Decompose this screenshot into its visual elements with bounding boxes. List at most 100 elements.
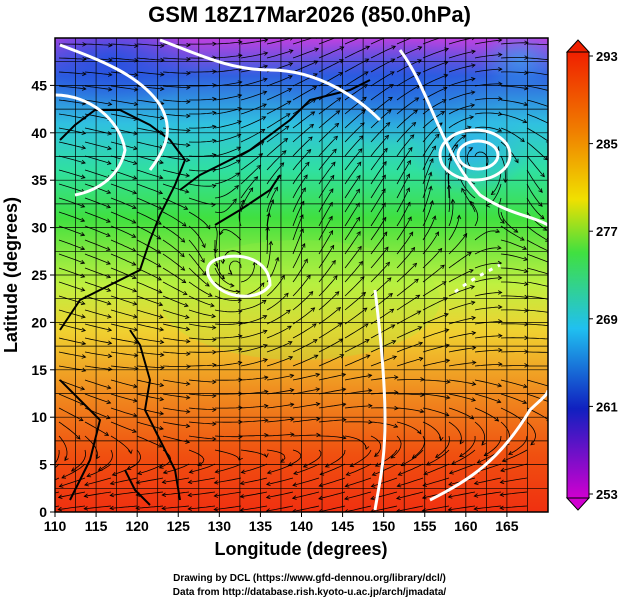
streamline [136,155,164,164]
streamline [240,376,268,381]
streamline-arrowhead [469,115,475,120]
streamline-arrowhead [291,495,297,500]
streamline-arrowhead [497,38,503,43]
streamline-arrowhead [520,236,525,241]
streamline [136,71,164,76]
streamline-arrowhead [211,184,217,189]
streamline [498,197,505,224]
streamline-arrowhead [444,328,450,333]
streamline-arrowhead [180,238,186,243]
streamline [222,250,242,264]
streamline [474,292,502,297]
streamline-arrowhead [84,482,89,487]
streamline-arrowhead [498,347,503,353]
streamline [500,225,525,241]
streamline [110,57,138,61]
streamline [86,463,112,477]
streamline [241,463,268,473]
streamline [214,225,218,253]
streamline-arrowhead [417,429,422,435]
streamline-arrowhead [389,308,395,313]
streamline-arrowhead [341,387,347,392]
streamline-arrowhead [523,384,528,389]
streamline-arrowhead [106,274,112,279]
streamline-arrowhead [159,339,165,345]
streamline-arrowhead [550,43,554,47]
streamline-arrowhead [261,299,267,305]
streamline [344,188,360,213]
streamline-arrowhead [80,300,86,306]
streamline-arrowhead [80,174,86,179]
streamline-arrowhead [303,174,308,180]
streamline [372,463,398,476]
streamline-arrowhead [448,470,454,475]
streamline-arrowhead [213,248,218,254]
streamline [98,449,113,471]
streamline [292,323,317,339]
streamline [318,72,343,87]
streamline-arrowhead [331,161,336,167]
streamline [500,113,527,123]
streamline-arrowhead [470,77,476,82]
streamline-arrowhead [185,381,191,386]
streamline [162,211,187,227]
streamline-arrowhead [315,416,321,422]
credit-data-source: Data from http://database.rish.kyoto-u.a… [172,587,447,598]
streamline-arrowhead [131,274,137,280]
streamline-arrowhead [313,354,319,359]
streamline-arrowhead [414,97,420,102]
streamline-arrowhead [83,493,89,498]
streamline-arrowhead [212,110,217,116]
streamline-arrowhead [132,301,138,306]
credit-drawing: Drawing by DCL (https://www.gfd-dennou.o… [173,573,446,584]
streamline-arrowhead [292,482,297,487]
streamline-arrowhead [160,365,165,370]
streamline-arrowhead [78,417,84,422]
streamline-arrowhead [470,300,476,306]
streamline-arrowhead [548,261,552,265]
streamline-arrowhead [409,134,415,139]
streamline [344,202,360,227]
streamline [162,491,190,496]
streamline [266,213,270,240]
x-tick-label: 130 [208,518,232,534]
streamline [449,463,476,474]
streamline [526,99,548,107]
streamline [266,403,294,409]
streamline [344,217,360,241]
streamline [55,463,60,469]
streamline-arrowhead [212,421,217,427]
streamline [370,324,395,339]
streamline-arrowhead [262,315,268,320]
streamline-arrowhead [128,449,133,455]
streamline [500,71,529,74]
streamline-arrowhead [339,46,345,51]
streamline-arrowhead [132,428,137,433]
colorbar-label: 277 [596,224,618,239]
streamline-arrowhead [500,467,505,473]
streamline-arrowhead [158,464,164,469]
streamline-arrowhead [361,109,366,114]
streamline-arrowhead [132,288,138,293]
streamline [162,57,191,60]
streamline [58,57,87,60]
x-tick-label: 110 [44,518,67,534]
y-tick-label: 15 [31,362,47,378]
streamline-arrowhead [262,103,267,108]
streamline [136,169,163,179]
streamline [422,281,447,297]
streamline-arrowhead [210,303,215,308]
streamline [448,347,476,353]
streamline-arrowhead [135,505,140,511]
streamline [448,233,468,255]
streamline [474,306,502,311]
streamline [110,183,137,194]
streamline [84,267,111,278]
streamline [188,337,216,340]
streamline-arrowhead [161,492,167,497]
streamline [474,477,502,485]
y-tick-label: 10 [31,409,47,425]
streamline [58,379,85,390]
streamline [370,246,389,269]
streamline-arrowhead [429,199,435,205]
